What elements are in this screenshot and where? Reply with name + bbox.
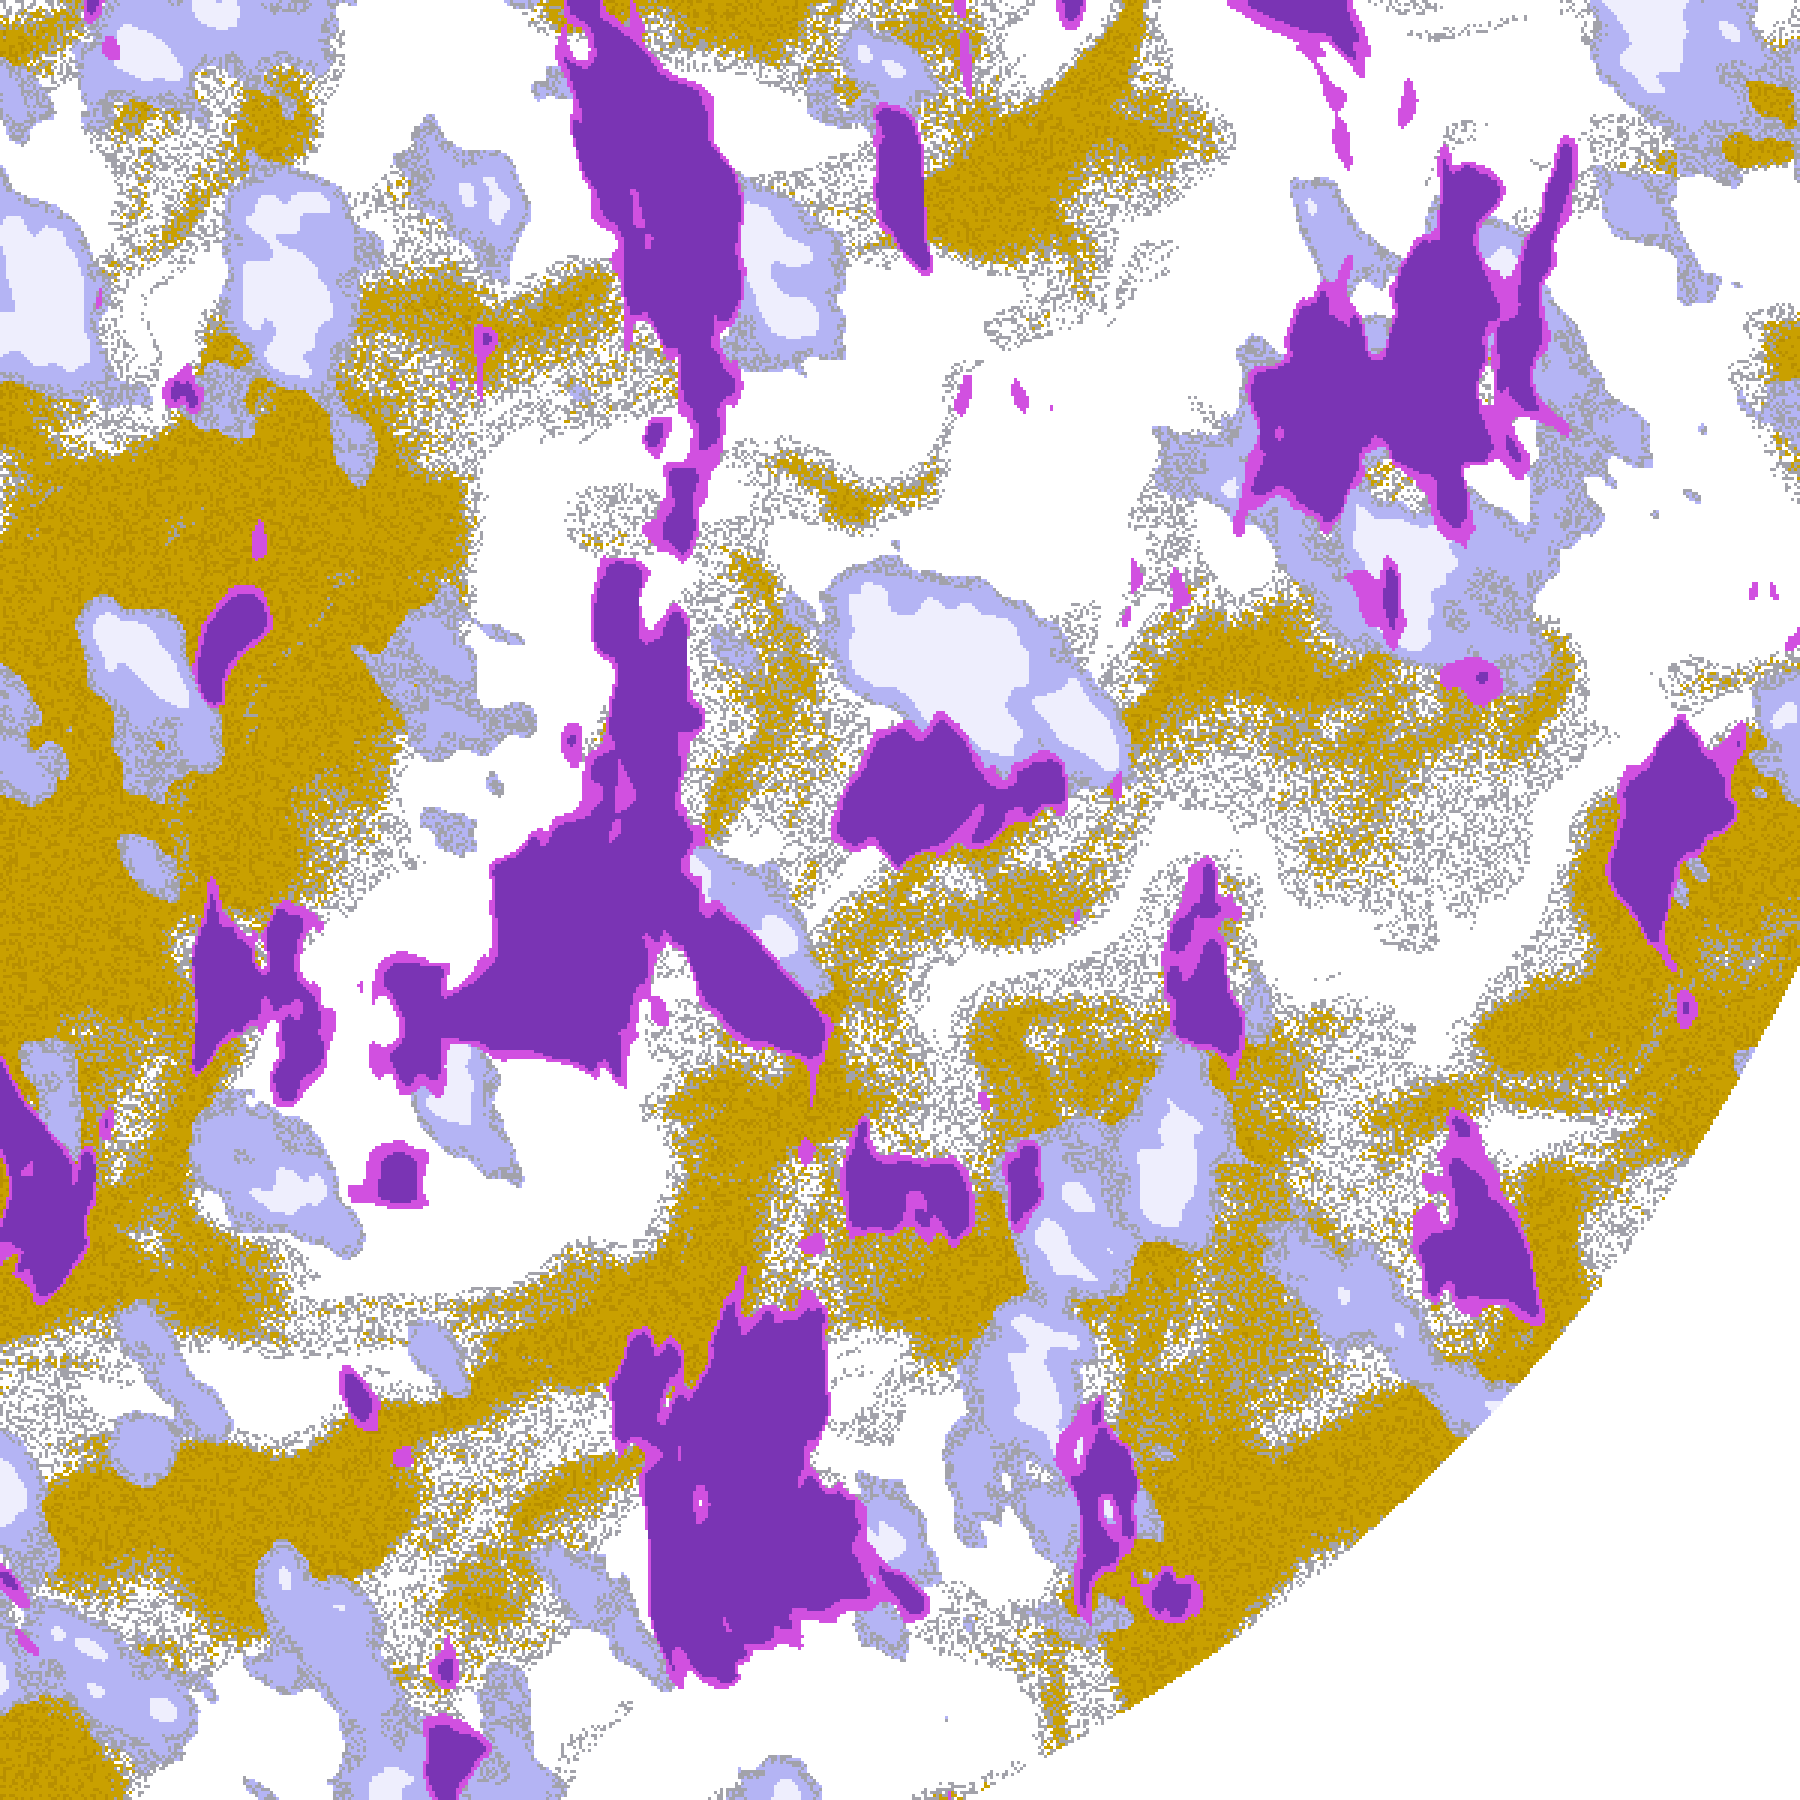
satellite-image xyxy=(0,0,1800,1800)
earth-disk-cloud-classification xyxy=(0,0,1800,1800)
